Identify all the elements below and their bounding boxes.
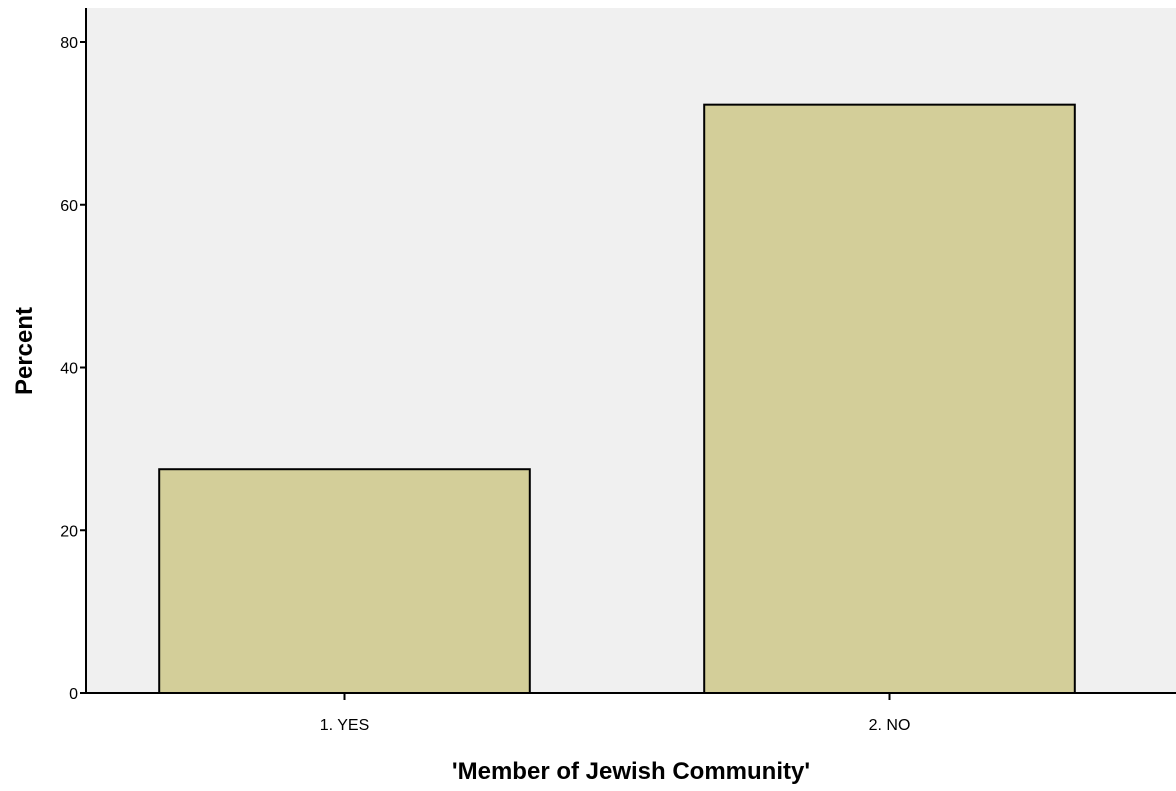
bar-1 bbox=[158, 468, 531, 694]
y-tick-label: 40 bbox=[60, 361, 78, 378]
y-tick-label: 20 bbox=[60, 523, 78, 540]
x-ticks-layer: 1. YES 2. NO bbox=[320, 693, 911, 734]
y-axis-title: Percent bbox=[11, 307, 38, 395]
y-tick-label: 0 bbox=[69, 686, 78, 703]
x-tick-label: 2. NO bbox=[869, 717, 911, 734]
x-axis-title: 'Member of Jewish Community' bbox=[452, 758, 810, 785]
bars-layer bbox=[158, 103, 1076, 694]
y-tick-label: 80 bbox=[60, 35, 78, 52]
y-tick-label: 60 bbox=[60, 198, 78, 215]
y-ticks-layer: 0 20 40 60 80 bbox=[60, 35, 86, 703]
bar-2 bbox=[703, 103, 1076, 694]
x-tick-label: 1. YES bbox=[320, 717, 370, 734]
